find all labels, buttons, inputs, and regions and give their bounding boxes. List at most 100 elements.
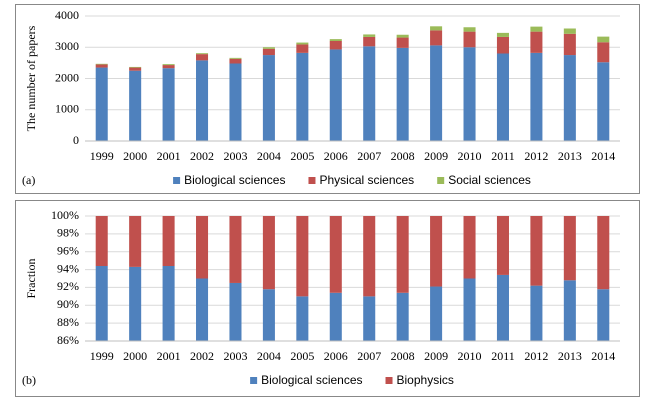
y-tick-label: 94% (57, 261, 79, 275)
bar-segment (396, 37, 409, 48)
bar-segment (363, 46, 376, 141)
legend-swatch (250, 377, 258, 384)
x-tick-label: 2002 (190, 349, 214, 363)
bar-segment (162, 266, 175, 341)
x-tick-label: 2006 (324, 149, 348, 163)
bar-segment (296, 216, 309, 297)
y-tick-label: 1000 (55, 102, 79, 116)
bar-segment (262, 55, 275, 141)
x-tick-label: 2010 (458, 149, 482, 163)
bar-segment (162, 216, 175, 266)
bar-segment (95, 266, 108, 341)
bar-segment (496, 36, 509, 54)
y-tick-label: 3000 (55, 39, 79, 53)
x-tick-label: 2004 (257, 149, 281, 163)
x-tick-label: 2000 (123, 149, 147, 163)
bar-segment (430, 286, 443, 341)
bar-segment (95, 216, 108, 266)
bar-segment (129, 70, 142, 141)
x-tick-label: 2001 (157, 349, 181, 363)
bar-segment (463, 31, 476, 48)
bar-segment (95, 64, 108, 68)
y-tick-label: 92% (57, 279, 79, 293)
bar-segment (563, 28, 576, 34)
x-tick-label: 2009 (424, 149, 448, 163)
panel-frame (15, 200, 640, 397)
x-tick-label: 2014 (591, 349, 615, 363)
x-tick-label: 2007 (357, 349, 381, 363)
bar-segment (363, 36, 376, 47)
bar-segment (196, 60, 209, 141)
bar-segment (396, 216, 409, 293)
x-tick-label: 2011 (491, 349, 515, 363)
bar-segment (496, 53, 509, 141)
bar-segment (597, 216, 610, 290)
bar-segment (597, 289, 610, 341)
bar-segment (430, 30, 443, 46)
x-tick-label: 2008 (391, 349, 415, 363)
bar-segment (329, 41, 342, 50)
x-tick-label: 1999 (90, 349, 114, 363)
bar-segment (563, 216, 576, 281)
x-tick-label: 2004 (257, 349, 281, 363)
bar-segment (296, 52, 309, 141)
bar-segment (363, 216, 376, 297)
y-tick-label: 2000 (55, 70, 79, 84)
panel-frame (15, 4, 640, 194)
bar-segment (196, 216, 209, 279)
y-tick-label: 100% (51, 208, 79, 222)
bar-segment (162, 64, 175, 66)
bar-segment (496, 32, 509, 37)
x-tick-label: 2002 (190, 149, 214, 163)
bar-segment (363, 34, 376, 37)
x-tick-label: 2003 (223, 349, 247, 363)
x-tick-label: 2007 (357, 149, 381, 163)
y-tick-label: 86% (57, 333, 79, 347)
bar-segment (396, 292, 409, 341)
legend-swatch (308, 177, 316, 184)
bar-segment (229, 63, 242, 141)
y-tick-label: 4000 (55, 8, 79, 22)
bar-segment (530, 26, 543, 32)
bar-segment (430, 216, 443, 287)
x-tick-label: 2010 (458, 349, 482, 363)
bar-segment (262, 47, 275, 49)
bar-segment (563, 33, 576, 56)
bar-segment (597, 42, 610, 63)
bar-segment (129, 266, 142, 341)
x-tick-label: 2005 (290, 349, 314, 363)
bar-segment (296, 42, 309, 45)
x-tick-label: 2013 (558, 349, 582, 363)
bar-segment (95, 63, 108, 65)
bar-segment (463, 216, 476, 279)
legend-swatch (437, 177, 445, 184)
legend-label: Biophysics (397, 373, 454, 387)
bar-segment (196, 54, 209, 61)
x-tick-label: 2012 (524, 149, 548, 163)
bar-segment (563, 280, 576, 341)
bar-segment (597, 36, 610, 43)
x-tick-label: 2009 (424, 349, 448, 363)
bar-segment (196, 278, 209, 341)
bar-segment (530, 52, 543, 141)
bar-segment (396, 47, 409, 141)
legend-label: Social sciences (448, 173, 531, 187)
legend-swatch (385, 377, 393, 384)
legend-label: Biological sciences (184, 173, 285, 187)
y-tick-label: 98% (57, 226, 79, 240)
bar-segment (262, 216, 275, 290)
bar-segment (329, 39, 342, 41)
legend-label: Physical sciences (319, 173, 414, 187)
bar-segment (162, 68, 175, 141)
x-tick-label: 2003 (223, 149, 247, 163)
bar-segment (296, 296, 309, 341)
bar-segment (229, 58, 242, 64)
bar-segment (129, 67, 142, 71)
bar-segment (530, 31, 543, 53)
bar-segment (463, 278, 476, 341)
bar-segment (329, 49, 342, 141)
y-tick-label: 88% (57, 315, 79, 329)
bar-segment (262, 48, 275, 56)
bar-segment (296, 44, 309, 53)
bar-segment (530, 285, 543, 341)
